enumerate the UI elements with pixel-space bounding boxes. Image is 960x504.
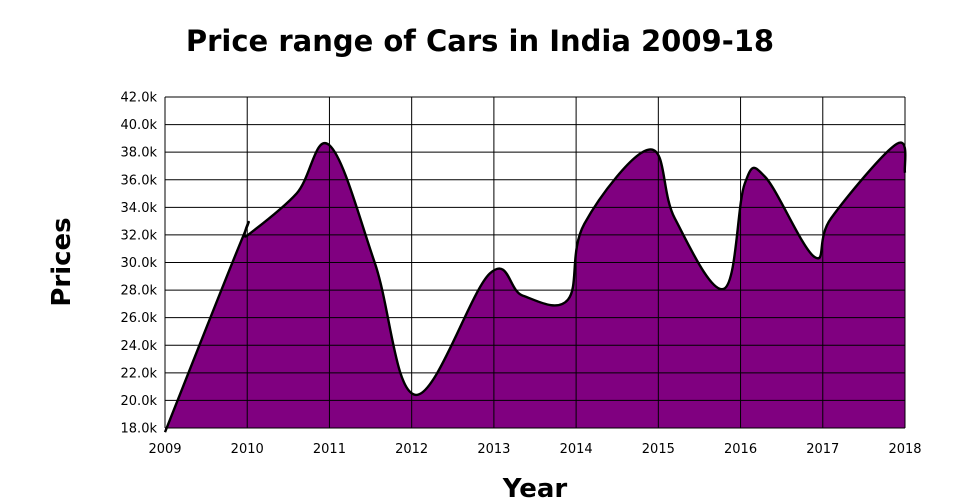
area-fill — [165, 142, 906, 433]
chart-title: Price range of Cars in India 2009-18 — [185, 24, 775, 58]
x-tick-label: 2015 — [642, 442, 675, 457]
y-tick-label: 36.0k — [121, 173, 158, 188]
y-tick-label: 30.0k — [121, 256, 158, 271]
x-tick-label: 2011 — [313, 442, 346, 457]
x-tick-label: 2013 — [477, 442, 510, 457]
x-axis-label: Year — [502, 474, 568, 504]
x-tick-label: 2017 — [806, 442, 839, 457]
y-tick-label: 32.0k — [121, 228, 158, 243]
series-line — [163, 141, 907, 433]
y-tick-label: 34.0k — [121, 201, 158, 216]
x-tick-label: 2014 — [560, 442, 593, 457]
x-tick-label: 2012 — [395, 442, 428, 457]
x-tick-label: 2018 — [888, 442, 921, 457]
x-tick-label: 2016 — [724, 442, 757, 457]
x-tick-label: 2010 — [231, 442, 264, 457]
y-tick-label: 18.0k — [121, 422, 158, 437]
y-tick-label: 40.0k — [121, 118, 158, 133]
y-tick-label: 42.0k — [121, 91, 158, 106]
x-tick-label: 2009 — [148, 442, 181, 457]
y-tick-label: 28.0k — [121, 284, 158, 299]
y-tick-label: 24.0k — [121, 339, 158, 354]
y-tick-label: 22.0k — [121, 366, 158, 381]
y-tick-label: 20.0k — [121, 394, 158, 409]
y-tick-label: 26.0k — [121, 311, 158, 326]
y-tick-label: 38.0k — [121, 146, 158, 161]
